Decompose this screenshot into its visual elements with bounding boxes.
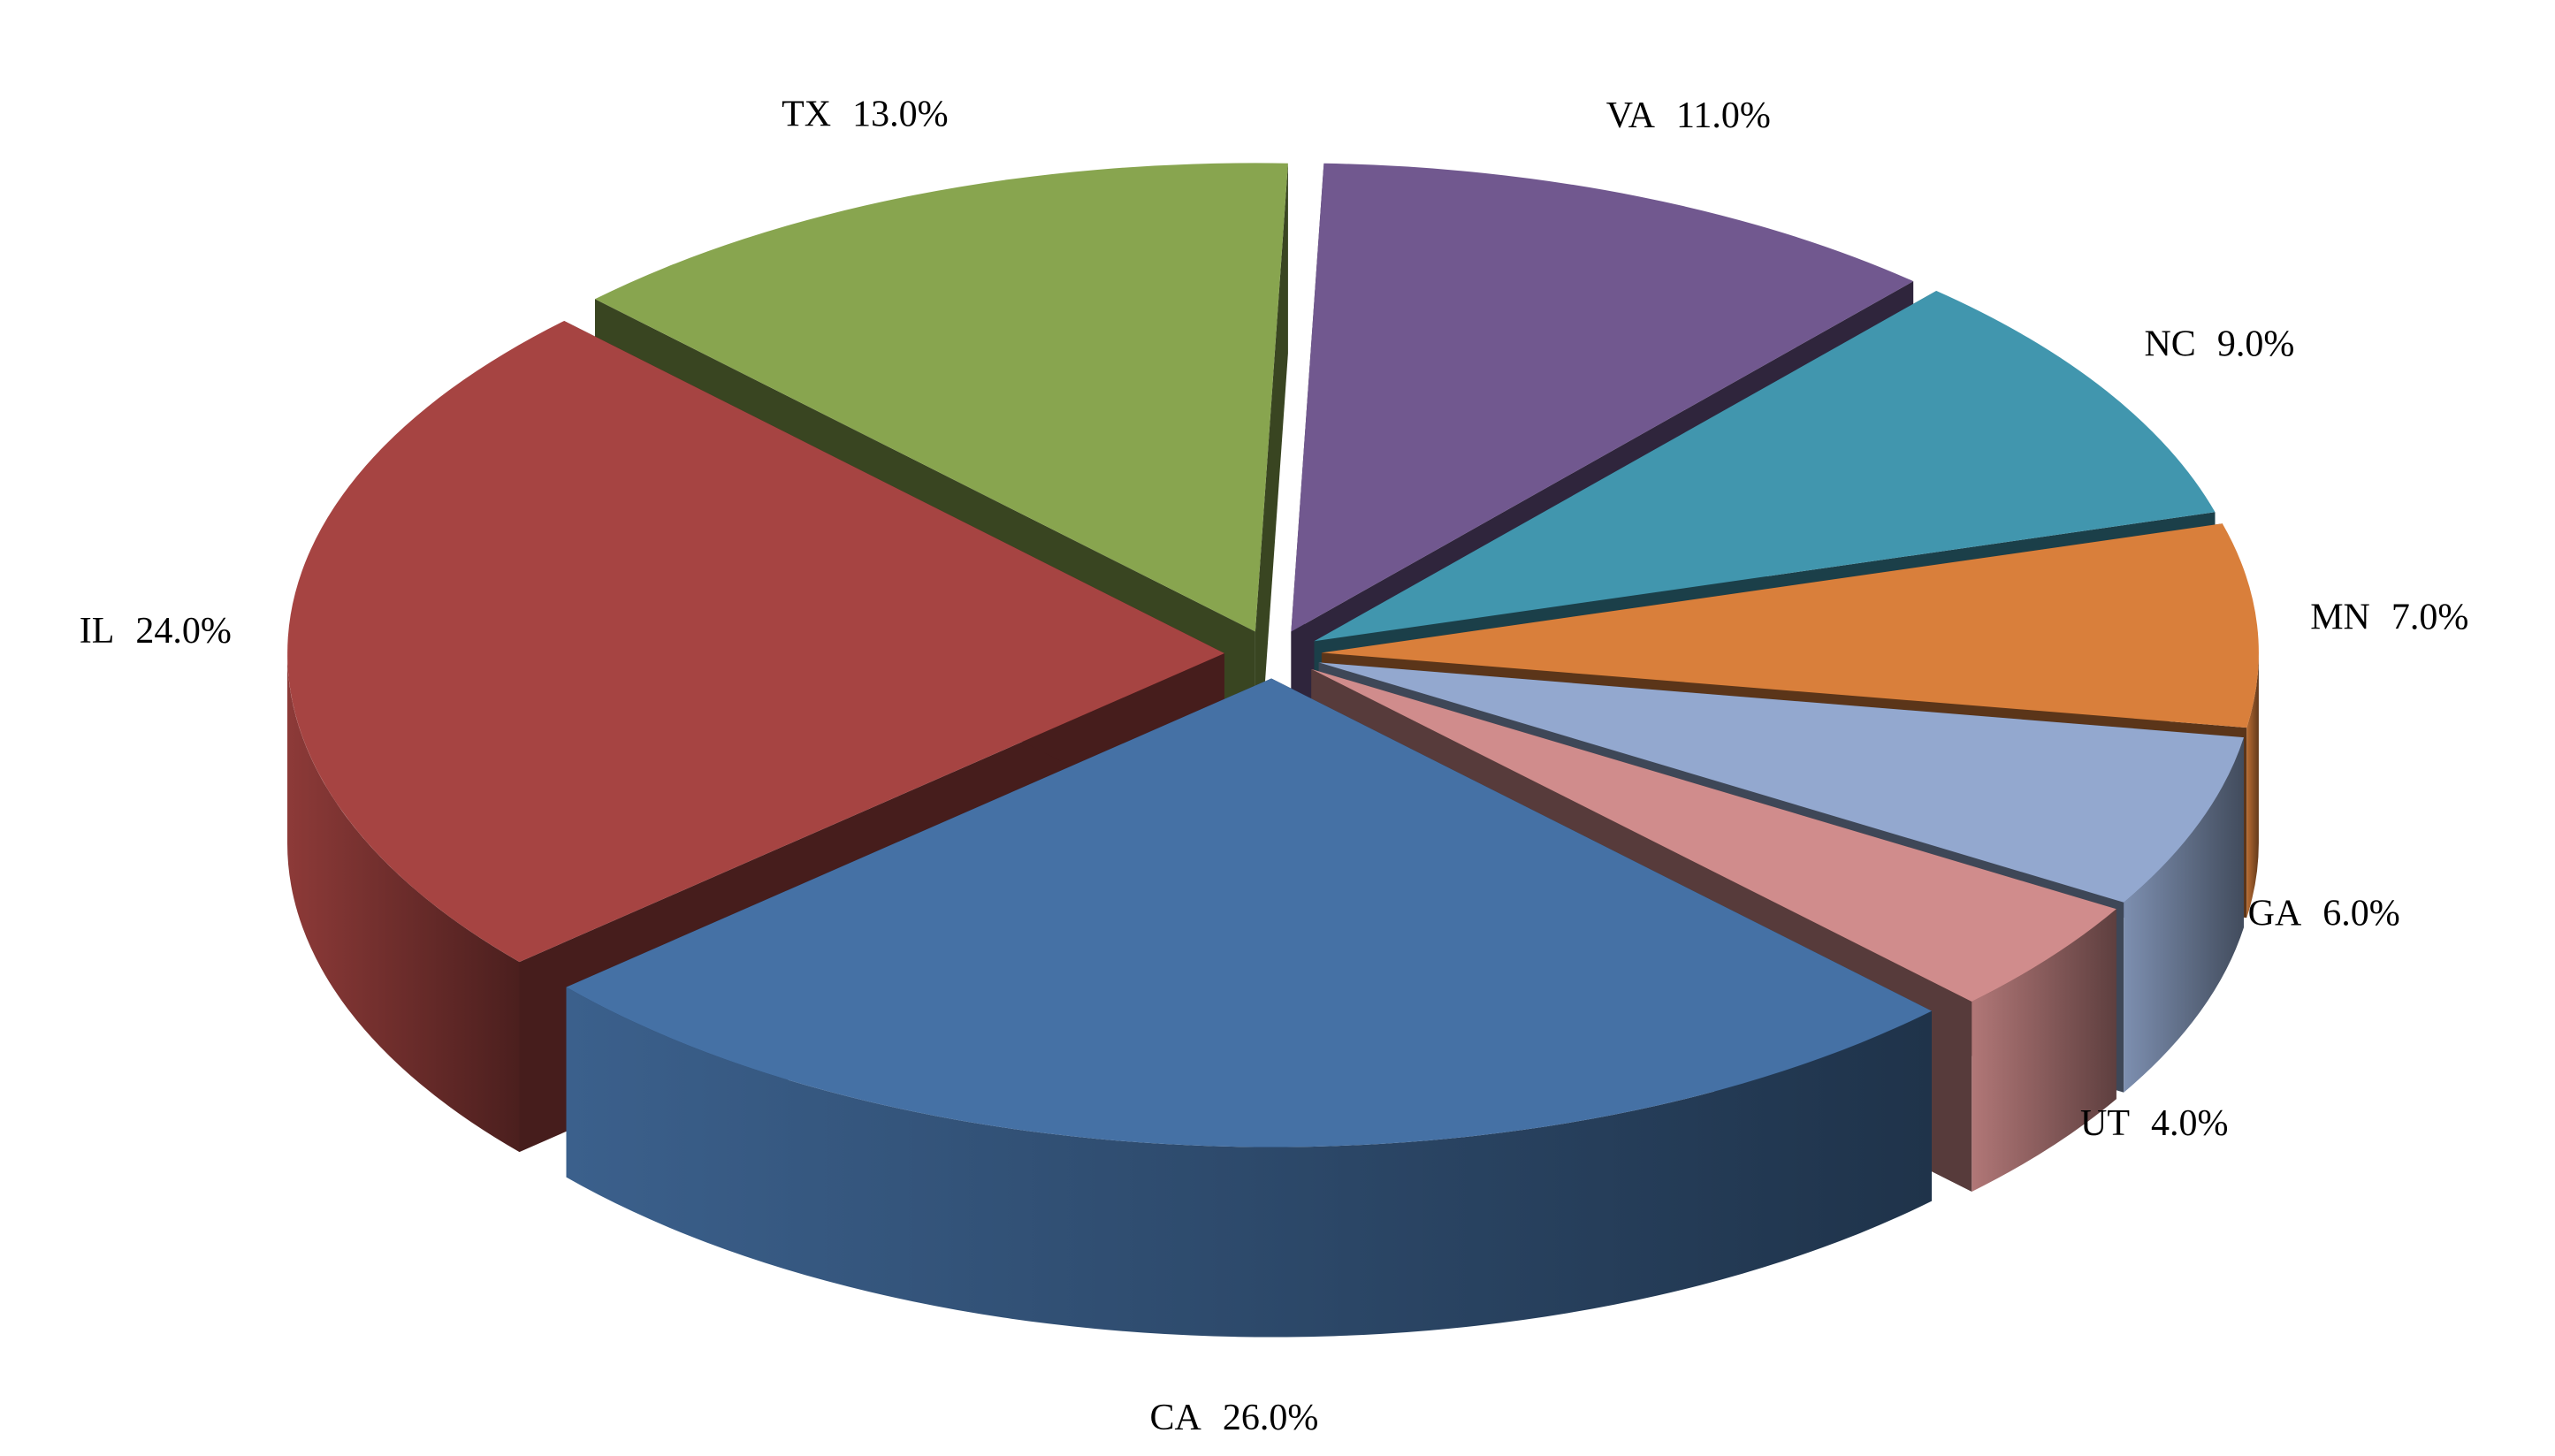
label-value: 9.0% (2217, 324, 2295, 364)
slice-wall (287, 653, 520, 1153)
label-category: GA (2248, 893, 2302, 934)
slice (595, 163, 1288, 632)
label-category: TX (782, 94, 831, 134)
slice-wall (2246, 652, 2259, 919)
label-value: 4.0% (2151, 1103, 2229, 1144)
label-category: CA (1149, 1398, 1201, 1438)
label-value: 11.0% (1676, 95, 1771, 136)
data-label: NC 9.0% (2144, 324, 2294, 364)
data-label: VA 11.0% (1606, 95, 1771, 136)
label-category: NC (2144, 324, 2195, 364)
data-label: IL 24.0% (80, 611, 232, 652)
slice (566, 678, 1932, 1147)
label-value: 24.0% (135, 611, 232, 652)
label-value: 7.0% (2391, 597, 2469, 637)
data-label: UT 4.0% (2080, 1103, 2229, 1144)
slice (1321, 523, 2259, 728)
slice (1291, 163, 1914, 632)
slice-side (1255, 163, 1288, 822)
label-value: 6.0% (2322, 893, 2400, 934)
slice (287, 321, 1224, 963)
slice (1314, 291, 2216, 642)
label-category: IL (80, 611, 115, 652)
slice (1318, 662, 2244, 903)
data-label: TX 13.0% (782, 94, 949, 134)
label-category: UT (2080, 1103, 2130, 1144)
label-value: 13.0% (852, 94, 949, 134)
data-label: CA 26.0% (1149, 1398, 1318, 1438)
label-category: MN (2310, 597, 2370, 637)
slice-wall (2124, 737, 2244, 1093)
data-label: GA 6.0% (2248, 893, 2400, 934)
data-label: MN 7.0% (2310, 597, 2468, 637)
slice-wall (1972, 909, 2116, 1192)
slice-wall (566, 987, 1932, 1338)
slice (1311, 668, 2116, 1002)
label-category: VA (1606, 95, 1656, 136)
label-value: 26.0% (1223, 1398, 1319, 1438)
